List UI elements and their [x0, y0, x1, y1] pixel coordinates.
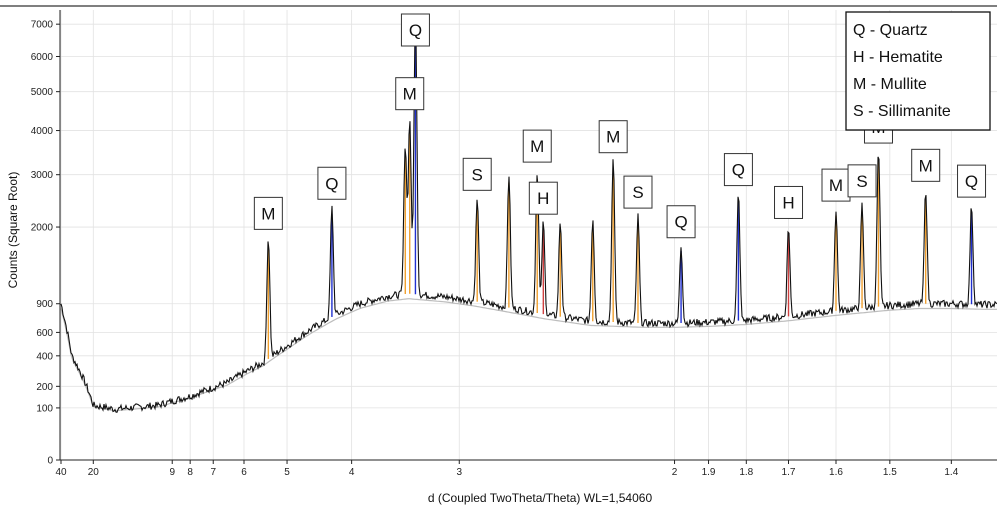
peak-label-box — [462, 157, 492, 191]
y-tick-label: 0 — [47, 456, 53, 467]
y-tick-label: 2000 — [31, 223, 54, 234]
peak-label-m: M — [598, 120, 628, 154]
peak-label-text: M — [403, 85, 417, 104]
peak-label-text: Q — [409, 21, 422, 40]
peak-sticks — [267, 33, 973, 359]
peak-label-text: Q — [674, 213, 687, 232]
peak-label-text: M — [919, 156, 933, 175]
legend-entry-quartz: Q - Quartz — [853, 22, 928, 39]
peak-label-text: M — [829, 176, 843, 195]
diffraction-pattern-line — [60, 26, 997, 413]
legend-entry-hematite: H - Hematite — [853, 49, 943, 66]
peak-label-m: M — [253, 196, 283, 230]
y-tick-label: 100 — [36, 403, 53, 414]
peak-label-text: Q — [732, 161, 745, 180]
peak-label-q: Q — [723, 153, 753, 187]
peak-label-box — [911, 148, 941, 182]
peak-label-text: Q — [965, 172, 978, 191]
peak-label-box — [623, 175, 653, 209]
background-curve — [60, 298, 997, 412]
peak-label-m: M — [395, 77, 425, 111]
peak-label-q: Q — [957, 164, 987, 198]
y-tick-label: 900 — [36, 299, 53, 310]
peak-label-q: Q — [666, 205, 696, 239]
y-tick-labels: 0 100 200 400 600 900 2000 3000 4000 5000 6000 7000 — [31, 20, 54, 467]
y-tick-label: 200 — [36, 382, 53, 393]
peak-label-box — [400, 13, 430, 47]
peak-label-h: H — [528, 181, 558, 215]
x-tick-label: 2 — [672, 467, 678, 478]
peak-label-box — [821, 168, 851, 202]
y-tick-label: 5000 — [31, 87, 54, 98]
x-tick-label: 40 — [55, 467, 67, 478]
x-tick-label: 3 — [456, 467, 462, 478]
peak-label-text: M — [261, 204, 275, 223]
y-tick-label: 7000 — [31, 20, 54, 31]
peak-label-text: Q — [325, 174, 338, 193]
legend-entry-sillimanite: S - Sillimanite — [853, 103, 951, 120]
peak-label-text: S — [632, 183, 643, 202]
peak-label-box — [666, 205, 696, 239]
peak-label-text: M — [530, 137, 544, 156]
x-tick-label: 20 — [88, 467, 100, 478]
y-tick-label: 3000 — [31, 170, 54, 181]
x-tick-labels: 40 20 9 8 7 6 5 4 3 2 1.9 1.8 1.7 1.6 1.5 1.4 — [55, 467, 958, 478]
peak-label-q: Q — [400, 13, 430, 47]
peak-label-box — [598, 120, 628, 154]
peak-label-h: H — [774, 185, 804, 219]
peak-label-m: M — [911, 148, 941, 182]
y-axis-title: Counts (Square Root) — [6, 172, 20, 289]
peak-label-box — [253, 196, 283, 230]
data-trace — [60, 26, 997, 413]
peak-label-s: S — [462, 157, 492, 191]
peak-label-s: S — [847, 164, 877, 198]
x-tick-label: 1.8 — [739, 467, 753, 478]
x-tick-label: 1.7 — [782, 467, 796, 478]
peak-label-text: H — [782, 193, 794, 212]
peak-label-text: S — [472, 165, 483, 184]
peak-label-box — [395, 77, 425, 111]
peak-label-m: M — [522, 129, 552, 163]
peak-label-text: H — [537, 189, 549, 208]
x-tick-label: 1.9 — [702, 467, 716, 478]
peak-label-box — [957, 164, 987, 198]
x-tick-label: 1.6 — [829, 467, 843, 478]
peak-label-box — [522, 129, 552, 163]
y-tick-label: 400 — [36, 351, 53, 362]
background-line — [60, 298, 997, 412]
peak-label-box — [774, 185, 804, 219]
peak-label-text: M — [606, 128, 620, 147]
y-tick-label: 600 — [36, 328, 53, 339]
x-tick-label: 9 — [169, 467, 175, 478]
peak-label-box — [723, 153, 753, 187]
x-tick-label: 1.4 — [944, 467, 958, 478]
y-tick-label: 4000 — [31, 126, 54, 137]
x-tick-label: 1.5 — [883, 467, 897, 478]
x-tick-label: 8 — [187, 467, 193, 478]
x-tick-label: 6 — [241, 467, 247, 478]
x-tick-label: 4 — [349, 467, 355, 478]
peak-label-s: S — [623, 175, 653, 209]
x-axis-title: d (Coupled TwoTheta/Theta) WL=1,54060 — [428, 491, 653, 505]
peak-label-m: M — [821, 168, 851, 202]
peak-label-box — [317, 166, 347, 200]
peak-label-box — [528, 181, 558, 215]
x-tick-label: 5 — [284, 467, 290, 478]
x-tick-label: 7 — [210, 467, 216, 478]
legend: Q - Quartz H - Hematite M - Mullite S - … — [845, 11, 991, 131]
axes — [56, 10, 997, 464]
legend-entry-mullite: M - Mullite — [853, 76, 927, 93]
y-tick-label: 6000 — [31, 52, 54, 63]
legend-box — [845, 11, 991, 131]
peak-label-q: Q — [317, 166, 347, 200]
peak-label-text: S — [856, 172, 867, 191]
peak-label-box — [847, 164, 877, 198]
